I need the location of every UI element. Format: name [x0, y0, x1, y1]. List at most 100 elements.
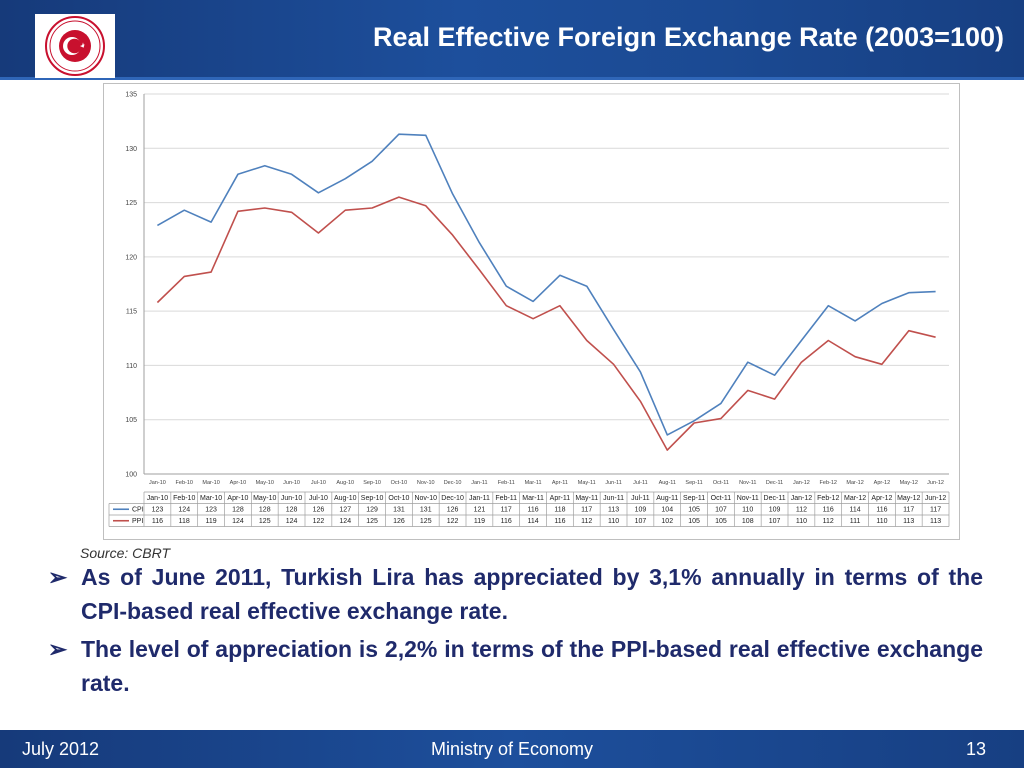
table-value-cell: 110 — [608, 518, 619, 525]
table-value-cell: 124 — [232, 518, 244, 525]
x-tick-label: Oct-11 — [713, 480, 729, 486]
table-value-cell: 131 — [420, 507, 432, 514]
data-point — [666, 434, 668, 436]
table-value-cell: 119 — [205, 518, 216, 525]
data-point — [801, 361, 803, 363]
table-value-cell: 116 — [527, 507, 538, 514]
legend-label: CPI — [132, 507, 144, 514]
data-point — [532, 300, 534, 302]
data-point — [398, 196, 400, 198]
data-point — [479, 242, 481, 244]
table-value-cell: 108 — [742, 518, 754, 525]
table-value-cell: 122 — [447, 518, 459, 525]
table-header-cell: Nov-11 — [737, 495, 759, 502]
table-value-cell: 114 — [527, 518, 538, 525]
x-tick-label: Jun-11 — [605, 480, 621, 486]
x-tick-label: May-12 — [900, 480, 918, 486]
data-point — [344, 178, 346, 180]
data-point — [344, 209, 346, 211]
data-point — [291, 211, 293, 213]
table-header-cell: Dec-10 — [441, 495, 464, 502]
data-point — [157, 224, 159, 226]
data-point — [371, 160, 373, 162]
table-value-cell: 118 — [554, 507, 565, 514]
table-header-cell: Apr-12 — [871, 495, 892, 502]
x-tick-label: Jan-12 — [793, 480, 810, 486]
series-line-cpi — [157, 133, 936, 436]
bullet-arrow-icon: ➢ — [48, 636, 68, 662]
table-value-cell: 125 — [259, 518, 271, 525]
data-point — [425, 134, 427, 136]
table-value-cell: 121 — [474, 507, 486, 514]
table-header-cell: Apr-11 — [550, 495, 571, 502]
data-point — [935, 336, 937, 338]
data-point — [693, 422, 695, 424]
data-point — [264, 207, 266, 209]
exchange-rate-chart: 100 105 110 115 120 125 130 135 Jan-10 Feb-10 Mar-… — [108, 92, 950, 527]
data-point — [318, 232, 320, 234]
table-value-cell: 110 — [796, 518, 807, 525]
table-value-cell: 126 — [313, 507, 325, 514]
data-point — [237, 173, 239, 175]
data-point — [693, 420, 695, 422]
table-value-cell: 116 — [554, 518, 565, 525]
data-point — [854, 320, 856, 322]
table-value-cell: 129 — [366, 507, 378, 514]
table-header-cell: Jan-12 — [791, 495, 813, 502]
data-point — [640, 400, 642, 402]
x-tick-label: Mar-12 — [846, 480, 863, 486]
table-header-cell: Jan-10 — [147, 495, 169, 502]
y-tick-label: 130 — [125, 146, 137, 153]
x-tick-label: Apr-11 — [552, 480, 568, 486]
x-tick-label: Jan-10 — [149, 480, 166, 486]
y-tick-label: 115 — [126, 309, 137, 316]
footer-date: July 2012 — [22, 739, 100, 759]
table-value-cell: 113 — [930, 518, 941, 525]
x-tick-label: Sep-10 — [363, 480, 381, 486]
table-value-cell: 124 — [339, 518, 351, 525]
table-header-cell: Apr-10 — [227, 495, 248, 502]
data-point — [747, 390, 749, 392]
table-value-cell: 125 — [366, 518, 378, 525]
y-tick-label: 100 — [125, 472, 137, 479]
data-point — [586, 340, 588, 342]
data-point — [908, 330, 910, 332]
table-value-cell: 107 — [769, 518, 781, 525]
table-value-cell: 118 — [179, 518, 190, 525]
table-value-cell: 131 — [393, 507, 405, 514]
x-tick-label: Mar-11 — [525, 480, 542, 486]
table-value-cell: 122 — [313, 518, 325, 525]
series-line-ppi — [156, 196, 936, 451]
bullet-item: ➢ As of June 2011, Turkish Lira has appr… — [48, 560, 983, 628]
data-point — [559, 305, 561, 307]
x-tick-label: Jan-11 — [471, 480, 487, 486]
data-point — [157, 302, 159, 304]
x-tick-label: Oct-10 — [391, 480, 408, 486]
table-header-cell: Jan-11 — [469, 495, 490, 502]
table-value-cell: 113 — [903, 518, 914, 525]
table-header-cell: Jul-10 — [309, 495, 328, 502]
x-tick-label: May-11 — [578, 480, 596, 486]
table-header-cell: Feb-12 — [817, 495, 839, 502]
table-header-cell: Jun-11 — [603, 495, 624, 502]
table-value-cell: 102 — [661, 518, 673, 525]
table-value-cell: 105 — [688, 507, 700, 514]
table-value-cell: 112 — [823, 518, 834, 525]
table-value-cell: 124 — [178, 507, 190, 514]
table-value-cell: 110 — [876, 518, 887, 525]
x-tick-label: Jul-10 — [311, 480, 326, 486]
table-header-cell: Jun-10 — [281, 495, 303, 502]
table-value-cell: 127 — [339, 507, 351, 514]
table-value-cell: 109 — [769, 507, 781, 514]
table-value-cell: 109 — [635, 507, 647, 514]
table-value-cell: 116 — [876, 507, 887, 514]
table-value-cell: 107 — [635, 518, 647, 525]
data-point — [747, 361, 749, 363]
table-header-cell: May-12 — [897, 495, 920, 502]
data-point — [371, 207, 373, 209]
data-point — [452, 234, 454, 236]
table-value-cell: 117 — [930, 507, 941, 514]
table-header-cell: May-10 — [253, 495, 276, 502]
table-value-cell: 126 — [393, 518, 405, 525]
table-value-cell: 112 — [796, 507, 807, 514]
